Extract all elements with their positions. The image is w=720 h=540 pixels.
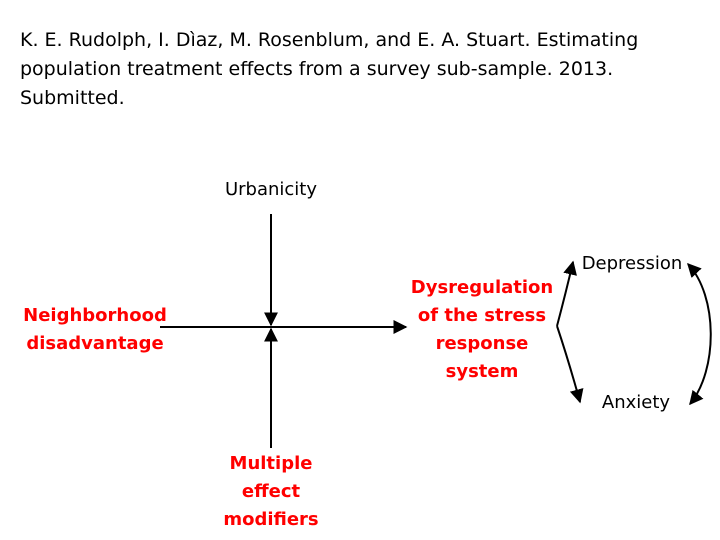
- citation-line: population treatment effects from a surv…: [20, 58, 614, 80]
- node-label: disadvantage: [26, 333, 164, 354]
- node-neighborhood-disadvantage: Neighborhood disadvantage: [12, 302, 178, 358]
- node-multiple-effect-modifiers: Multiple effect modifiers: [211, 450, 331, 534]
- citation-text: K. E. Rudolph, I. Dìaz, M. Rosenblum, an…: [20, 26, 680, 113]
- node-label: Neighborhood: [23, 305, 167, 326]
- node-urbanicity: Urbanicity: [211, 176, 331, 204]
- node-label: Depression: [581, 253, 683, 274]
- edge-dysregulation-to-anxiety: [556, 325, 584, 404]
- node-label: Multiple: [229, 453, 313, 474]
- node-label: Urbanicity: [224, 179, 318, 200]
- node-label: Dysregulation: [410, 277, 554, 298]
- node-label: of the stress: [417, 305, 547, 326]
- node-depression: Depression: [570, 250, 694, 278]
- node-label: system: [445, 361, 519, 382]
- edge-depression-anxiety-bidirectional: [687, 262, 712, 406]
- citation-line: K. E. Rudolph, I. Dìaz, M. Rosenblum, an…: [20, 29, 639, 51]
- node-label: response: [435, 333, 529, 354]
- edge-dysregulation-to-depression: [556, 260, 577, 327]
- node-label: effect: [241, 481, 301, 502]
- node-dysregulation: Dysregulation of the stress response sys…: [404, 274, 560, 386]
- node-anxiety: Anxiety: [586, 389, 686, 417]
- citation-line: Submitted.: [20, 87, 125, 109]
- node-label: Anxiety: [601, 392, 671, 413]
- node-label: modifiers: [223, 509, 319, 530]
